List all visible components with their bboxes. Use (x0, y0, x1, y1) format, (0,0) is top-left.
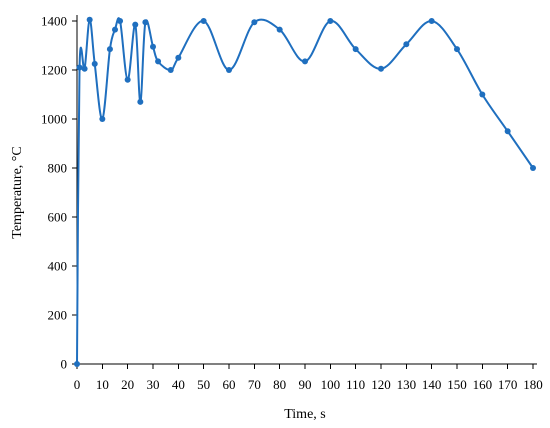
data-point (378, 65, 384, 72)
series-temperature (74, 16, 536, 367)
data-point (81, 65, 88, 72)
x-axis-title: Time, s (284, 407, 326, 422)
x-tick-label: 180 (523, 377, 543, 392)
data-point (150, 43, 156, 50)
y-tick-label: 0 (61, 357, 68, 372)
data-point (403, 41, 410, 48)
data-point (226, 67, 232, 73)
x-ticks: 0 10 20 30 40 50 60 70 80 90 100 110 120 130 140 150 160… (74, 364, 543, 392)
data-point (352, 46, 359, 53)
x-tick-label: 100 (321, 377, 341, 392)
data-point (91, 60, 98, 67)
x-tick-label: 20 (121, 377, 134, 392)
data-point (124, 76, 131, 83)
data-point (132, 21, 139, 28)
data-point (99, 116, 106, 122)
data-point (428, 18, 435, 24)
data-point (276, 26, 283, 33)
data-point (76, 64, 83, 71)
x-tick-label: 130 (397, 377, 417, 392)
data-point (251, 19, 258, 26)
x-tick-label: 10 (96, 377, 109, 392)
y-tick-label: 200 (48, 308, 68, 323)
x-tick-label: 120 (371, 377, 391, 392)
data-point (327, 18, 334, 24)
x-tick-label: 110 (346, 377, 365, 392)
x-tick-label: 0 (74, 377, 81, 392)
x-tick-label: 170 (498, 377, 518, 392)
data-point (530, 165, 536, 171)
x-tick-label: 150 (447, 377, 467, 392)
data-point (86, 16, 93, 23)
data-point (117, 18, 124, 24)
x-tick-label: 140 (422, 377, 442, 392)
data-point (454, 46, 460, 53)
x-tick-label: 30 (147, 377, 160, 392)
y-tick-label: 800 (48, 161, 68, 176)
data-point (479, 91, 486, 98)
y-tick-label: 1400 (41, 14, 67, 29)
x-tick-label: 50 (197, 377, 210, 392)
data-point (74, 361, 80, 367)
data-point (175, 54, 182, 61)
data-point (504, 128, 511, 135)
data-point (167, 67, 174, 73)
data-point (142, 19, 149, 26)
series-points (74, 16, 536, 367)
y-tick-label: 1000 (41, 112, 67, 127)
x-tick-label: 160 (473, 377, 493, 392)
series-line (76, 17, 534, 365)
y-axis-title: Temperature, °C (10, 146, 25, 238)
x-tick-label: 40 (172, 377, 185, 392)
data-point (200, 18, 207, 24)
y-ticks: 0 200 400 600 800 1000 1200 1400 (41, 14, 77, 372)
data-point (106, 46, 113, 53)
y-tick-label: 1200 (41, 63, 67, 78)
data-point (155, 58, 162, 65)
data-point (137, 98, 144, 105)
y-axis: 0 200 400 600 800 1000 1200 1400 (41, 14, 78, 372)
data-point (302, 58, 308, 65)
x-tick-label: 70 (248, 377, 261, 392)
x-tick-label: 60 (223, 377, 236, 392)
data-point (112, 26, 118, 33)
x-axis: 0 10 20 30 40 50 60 70 80 90 100 110 120 130 140 150 160… (74, 363, 543, 392)
y-tick-label: 600 (48, 210, 68, 225)
x-tick-label: 80 (273, 377, 286, 392)
x-tick-label: 90 (299, 377, 312, 392)
y-tick-label: 400 (48, 259, 68, 274)
